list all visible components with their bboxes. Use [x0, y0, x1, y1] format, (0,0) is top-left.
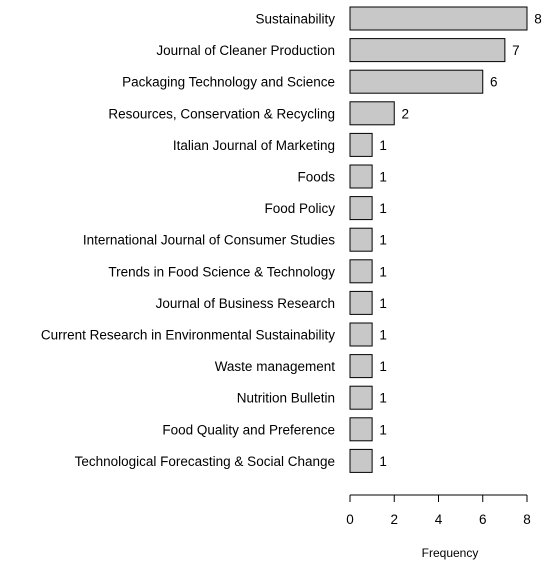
- bar-8: [349, 259, 373, 284]
- x-tick-label-3: 6: [479, 512, 487, 527]
- x-axis-title: Frequency: [422, 546, 479, 560]
- value-label-0: 8: [534, 12, 542, 27]
- bar-1: [349, 38, 506, 63]
- bar-14: [349, 448, 373, 473]
- category-label-9: Journal of Business Research: [156, 296, 335, 311]
- category-label-1: Journal of Cleaner Production: [156, 43, 335, 58]
- category-label-14: Technological Forecasting & Social Chang…: [75, 454, 335, 469]
- bar-7: [349, 227, 373, 252]
- value-label-4: 1: [379, 138, 387, 153]
- category-label-3: Resources, Conservation & Recycling: [108, 106, 335, 121]
- bar-2: [349, 69, 484, 94]
- bar-5: [349, 164, 373, 189]
- x-axis: 0 2 4 6 8: [346, 494, 531, 527]
- x-tick-label-2: 4: [435, 512, 443, 527]
- x-tick-label-1: 2: [390, 512, 398, 527]
- value-label-12: 1: [379, 391, 387, 406]
- bar-10: [349, 322, 373, 347]
- bar-9: [349, 290, 373, 315]
- category-label-2: Packaging Technology and Science: [122, 75, 335, 90]
- category-labels: Sustainability Journal of Cleaner Product…: [41, 12, 335, 469]
- value-labels: 8 7 6 2 1 1 1 1 1 1 1 1 1 1 1: [379, 12, 541, 469]
- category-label-4: Italian Journal of Marketing: [173, 138, 335, 153]
- bar-6: [349, 196, 373, 221]
- bar-4: [349, 132, 373, 157]
- value-label-14: 1: [379, 454, 387, 469]
- category-label-7: International Journal of Consumer Studie…: [83, 233, 335, 248]
- value-label-1: 7: [512, 43, 520, 58]
- category-label-5: Foods: [297, 170, 335, 185]
- bar-13: [349, 417, 373, 442]
- x-tick-label-0: 0: [346, 512, 354, 527]
- value-label-2: 6: [490, 75, 498, 90]
- value-label-3: 2: [401, 106, 409, 121]
- value-label-13: 1: [379, 422, 387, 437]
- x-tick-label-4: 8: [523, 512, 531, 527]
- value-label-5: 1: [379, 170, 387, 185]
- category-label-13: Food Quality and Preference: [162, 422, 335, 437]
- category-label-6: Food Policy: [264, 201, 335, 216]
- category-label-8: Trends in Food Science & Technology: [108, 264, 335, 279]
- value-label-7: 1: [379, 233, 387, 248]
- bars: [349, 6, 528, 473]
- category-label-0: Sustainability: [255, 12, 335, 27]
- bar-3: [349, 101, 395, 126]
- category-label-10: Current Research in Environmental Sustai…: [41, 328, 335, 343]
- bar-12: [349, 385, 373, 410]
- category-label-11: Waste management: [215, 359, 336, 374]
- value-label-8: 1: [379, 264, 387, 279]
- category-label-12: Nutrition Bulletin: [237, 391, 335, 406]
- bar-0: [349, 6, 528, 31]
- value-label-6: 1: [379, 201, 387, 216]
- value-label-11: 1: [379, 359, 387, 374]
- value-label-9: 1: [379, 296, 387, 311]
- value-label-10: 1: [379, 328, 387, 343]
- bar-11: [349, 354, 373, 379]
